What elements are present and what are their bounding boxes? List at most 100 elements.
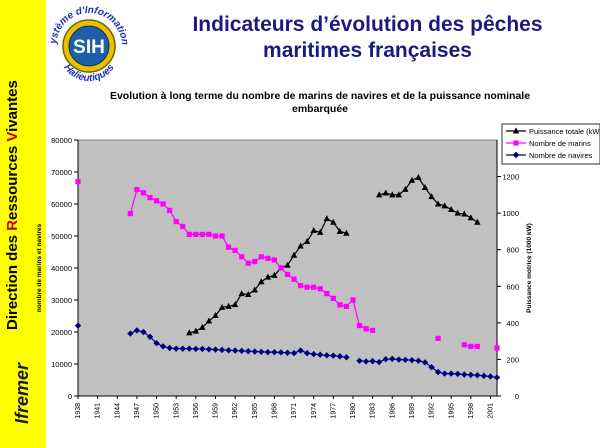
marins-point	[271, 257, 278, 263]
y-tick-label: 0	[68, 392, 72, 401]
marins-point	[153, 198, 160, 204]
marins-point	[337, 302, 343, 308]
marins-point	[363, 326, 369, 332]
marins-point	[435, 335, 441, 341]
navires-point	[179, 345, 186, 352]
legend-marker	[513, 140, 519, 146]
x-tick-label: 1956	[193, 403, 200, 419]
navires-point	[264, 348, 272, 356]
navires-point	[251, 348, 258, 355]
marins-point	[265, 255, 271, 261]
navires-point	[474, 372, 481, 379]
x-tick-label: 1992	[429, 403, 436, 419]
navires-point	[317, 351, 324, 358]
x-tick-label: 1995	[448, 403, 455, 419]
puissance-point	[408, 176, 416, 183]
navires-point	[441, 370, 448, 377]
marins-point	[127, 211, 133, 217]
puissance-point	[225, 302, 232, 309]
navires-point	[284, 349, 291, 356]
y-axis-title: nombre de marins et navires	[36, 223, 43, 312]
plot-area	[77, 139, 498, 397]
x-tick-label: 1998	[468, 403, 475, 419]
navires-point	[74, 322, 82, 329]
legend-label: Puissance totale (kW)	[529, 127, 600, 136]
navires-point	[225, 347, 232, 354]
legend-marker	[512, 151, 520, 159]
navires-point	[395, 356, 402, 363]
puissance-point	[415, 173, 422, 180]
x-tick-label: 1962	[232, 403, 239, 419]
marins-point	[304, 284, 310, 290]
puissance-point	[474, 218, 481, 225]
navires-point	[375, 358, 383, 366]
navires-point	[480, 372, 488, 380]
puissance-point	[218, 303, 226, 310]
navires-point	[245, 348, 252, 355]
navires-point	[140, 328, 147, 336]
puissance-point	[323, 215, 330, 222]
navires-point	[153, 340, 160, 347]
navires-point	[159, 343, 167, 350]
puissance-point	[290, 251, 298, 258]
navires-point	[428, 364, 435, 371]
puissance-point	[382, 189, 389, 196]
x-tick-label: 1953	[173, 403, 180, 419]
x-tick-label: 1965	[252, 403, 259, 419]
marins-point	[140, 190, 147, 196]
y2-tick-label: 600	[506, 282, 519, 291]
marins-point	[350, 297, 356, 303]
navires-point	[290, 349, 298, 357]
marins-point	[324, 291, 330, 297]
x-tick-label: 1938	[75, 403, 82, 419]
x-tick-label: 1974	[311, 403, 318, 419]
marins-point	[232, 247, 238, 253]
navires-point	[277, 349, 285, 356]
marins-point	[474, 343, 480, 349]
legend-label: Nombre de navires	[529, 151, 593, 160]
x-tick-label: 1968	[272, 403, 279, 419]
puissance-point	[303, 237, 311, 244]
y2-tick-label: 400	[506, 319, 519, 328]
puissance-point	[212, 312, 219, 319]
logo-center-text: SIH	[73, 37, 105, 58]
navires-point	[415, 357, 422, 364]
marins-point	[252, 259, 258, 265]
navires-point	[343, 354, 350, 361]
y2-tick-label: 1000	[502, 209, 519, 218]
puissance-point	[192, 327, 200, 334]
navires-point	[310, 350, 317, 358]
navires-point	[336, 353, 344, 360]
x-tick-label: 1980	[350, 403, 357, 419]
puissance-point	[441, 202, 448, 209]
x-tick-label: 1947	[134, 403, 141, 419]
navires-point	[421, 359, 429, 366]
puissance-point	[199, 323, 206, 330]
y-tick-label: 60000	[51, 200, 72, 209]
puissance-point	[454, 209, 461, 216]
puissance-point	[343, 229, 350, 236]
y2-tick-label: 0	[515, 392, 519, 401]
navires-point	[238, 347, 245, 355]
marins-point	[134, 187, 140, 193]
navires-point	[205, 346, 213, 353]
puissance-point	[389, 191, 396, 198]
sih-logo: SIH Système d'Informations Halieutiques	[37, 0, 138, 88]
marins-point	[297, 283, 304, 289]
marins-point	[160, 201, 166, 207]
puissance-point	[402, 185, 409, 192]
puissance-line	[378, 176, 478, 223]
marins-point	[311, 284, 317, 290]
puissance-point	[467, 214, 475, 221]
navires-point	[362, 358, 370, 365]
y-tick-label: 30000	[51, 296, 72, 305]
navires-point	[146, 333, 154, 340]
puissance-point	[395, 191, 402, 198]
y2-tick-label: 200	[506, 355, 519, 364]
marins-point	[186, 231, 192, 237]
x-tick-label: 1971	[291, 403, 298, 419]
y2-axis-title: Puissance motrice (1000 kW)	[526, 223, 533, 313]
puissance-point	[238, 290, 245, 297]
puissance-point	[264, 273, 272, 280]
